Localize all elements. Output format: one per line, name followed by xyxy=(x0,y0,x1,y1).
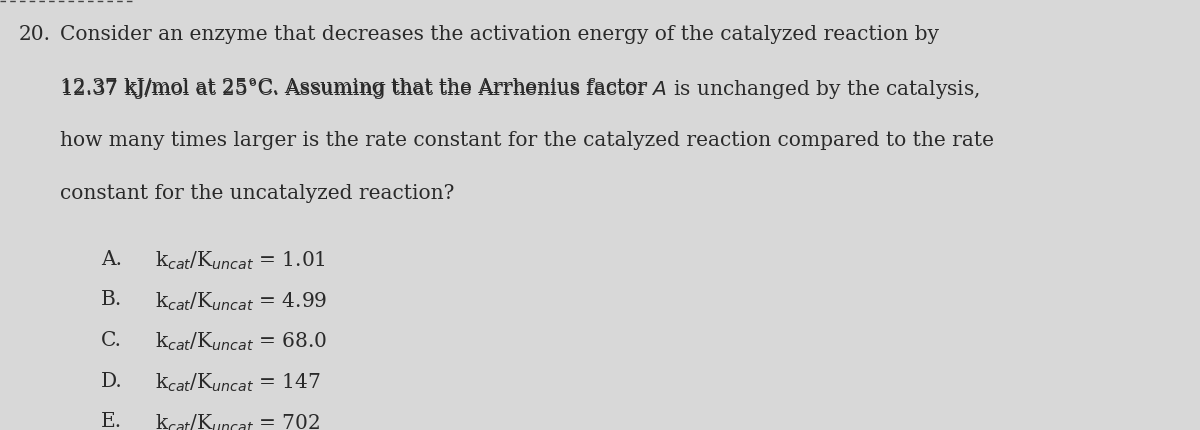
Text: k$_{cat}$/K$_{uncat}$ = 702: k$_{cat}$/K$_{uncat}$ = 702 xyxy=(155,412,320,430)
Text: k$_{cat}$/K$_{uncat}$ = 68.0: k$_{cat}$/K$_{uncat}$ = 68.0 xyxy=(155,330,328,353)
Text: Consider an enzyme that decreases the activation energy of the catalyzed reactio: Consider an enzyme that decreases the ac… xyxy=(60,25,938,44)
Text: C.: C. xyxy=(101,330,122,349)
Text: k$_{cat}$/K$_{uncat}$ = 1.01: k$_{cat}$/K$_{uncat}$ = 1.01 xyxy=(155,249,325,271)
Text: 12.37 kJ/mol at 25°C. Assuming that the Arrhenius factor: 12.37 kJ/mol at 25°C. Assuming that the … xyxy=(60,78,653,97)
Text: 12.37 kJ/mol at 25°C. Assuming that the Arrhenius factor $\mathit{A}$ is unchang: 12.37 kJ/mol at 25°C. Assuming that the … xyxy=(60,78,979,101)
Text: k$_{cat}$/K$_{uncat}$ = 4.99: k$_{cat}$/K$_{uncat}$ = 4.99 xyxy=(155,289,328,312)
Text: 20.: 20. xyxy=(18,25,50,44)
Text: how many times larger is the rate constant for the catalyzed reaction compared t: how many times larger is the rate consta… xyxy=(60,131,994,150)
Text: constant for the uncatalyzed reaction?: constant for the uncatalyzed reaction? xyxy=(60,184,454,203)
Text: A.: A. xyxy=(101,249,122,268)
Text: D.: D. xyxy=(101,371,122,390)
Text: E.: E. xyxy=(101,412,122,430)
Text: B.: B. xyxy=(101,289,122,308)
Text: k$_{cat}$/K$_{uncat}$ = 147: k$_{cat}$/K$_{uncat}$ = 147 xyxy=(155,371,320,393)
